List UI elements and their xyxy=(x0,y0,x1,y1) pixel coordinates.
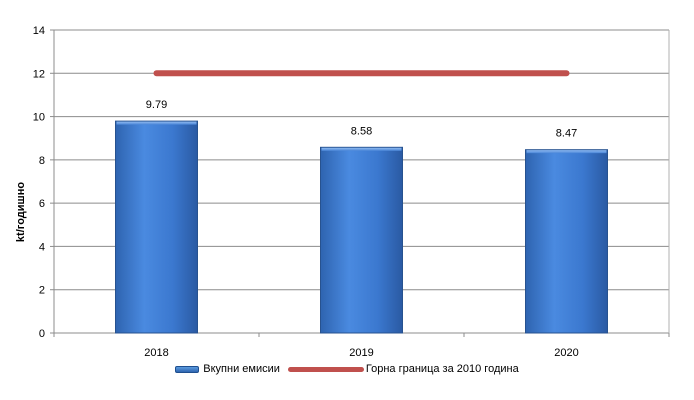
data-label: 8.58 xyxy=(351,125,372,137)
legend-item-bars: Вкупни емисии xyxy=(175,363,280,375)
bar xyxy=(115,120,198,334)
bar xyxy=(320,146,403,334)
y-tick-label: 10 xyxy=(33,112,45,124)
x-tick-label: 2019 xyxy=(349,347,373,359)
x-tick-label: 2020 xyxy=(554,347,578,359)
y-tick-label: 12 xyxy=(33,68,45,80)
bars xyxy=(115,120,608,334)
legend: Вкупни емисии Горна граница за 2010 годи… xyxy=(0,363,694,375)
y-tick-label: 6 xyxy=(39,198,45,210)
y-tick-label: 8 xyxy=(39,155,45,167)
y-tick-label: 2 xyxy=(39,285,45,297)
legend-swatch-line xyxy=(287,366,364,372)
y-tick-label: 4 xyxy=(39,241,45,253)
y-tick-label: 0 xyxy=(39,328,45,340)
data-label: 8.47 xyxy=(556,128,577,140)
legend-item-line: Горна граница за 2010 година xyxy=(287,363,519,375)
bar-top-highlight xyxy=(321,147,402,151)
bar-top-highlight xyxy=(526,150,607,154)
y-tick-label: 14 xyxy=(33,25,45,37)
bar xyxy=(525,149,608,334)
x-tick-label: 2018 xyxy=(144,347,168,359)
y-axis-label: kt/годишно xyxy=(15,182,27,242)
legend-label-line: Горна граница за 2010 година xyxy=(365,363,519,375)
bar-top-highlight xyxy=(116,121,197,125)
legend-swatch-bars xyxy=(175,365,200,373)
data-label: 9.79 xyxy=(146,99,167,111)
data-labels: 9.79 8.58 8.47 xyxy=(146,99,577,140)
legend-label-bars: Вкупни емисии xyxy=(203,363,280,375)
